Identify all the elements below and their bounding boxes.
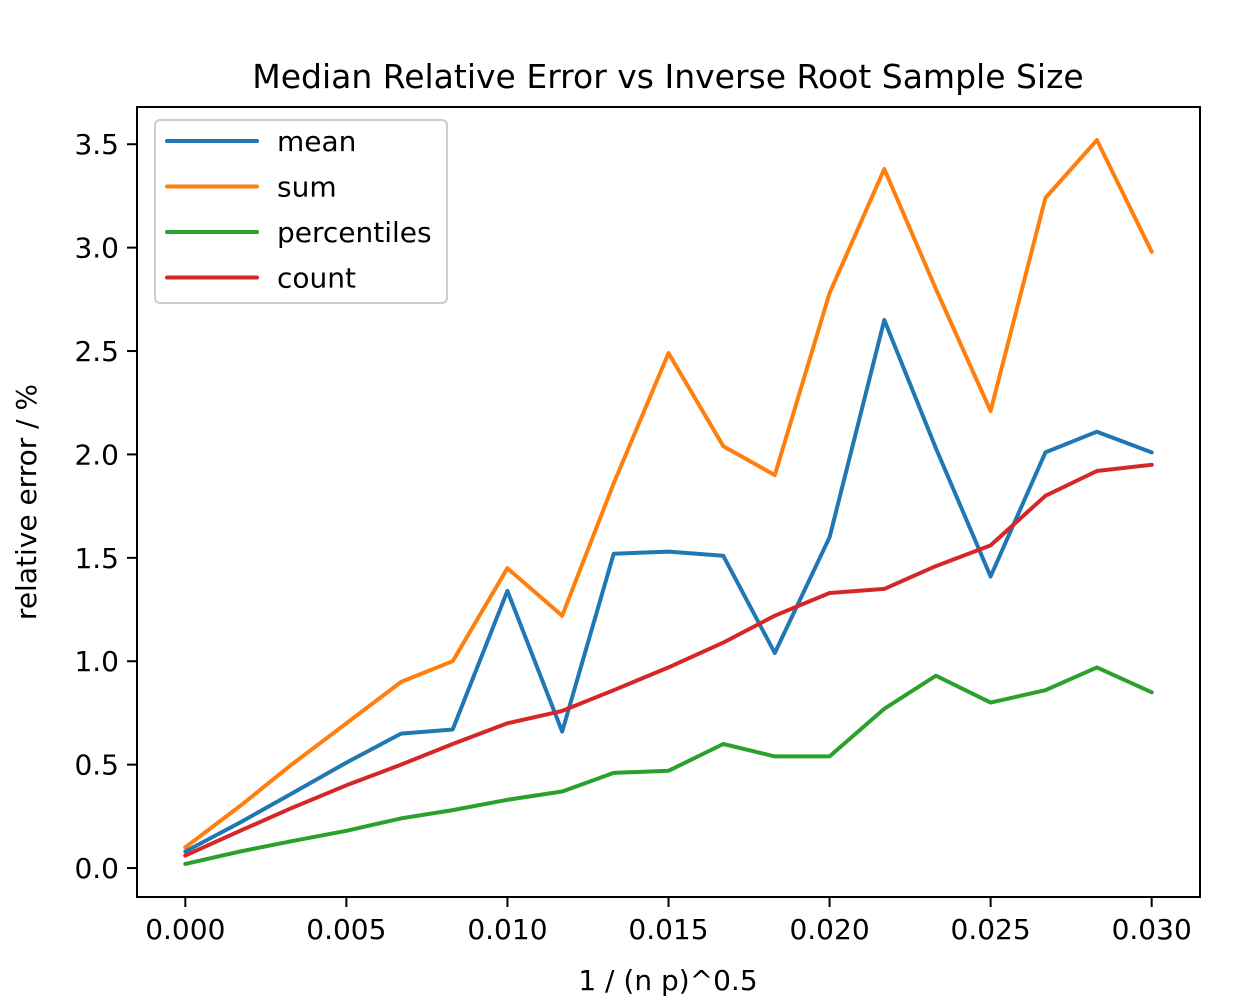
- y-axis-ticks: 0.0 0.5 1.0 1.5 2.0 2.5 3.0 3.5: [74, 128, 137, 885]
- y-tick-label: 3.0: [74, 232, 119, 265]
- y-axis-label: relative error / %: [10, 384, 43, 620]
- y-tick-label: 2.5: [74, 335, 119, 368]
- x-tick-label: 0.010: [467, 913, 547, 946]
- legend-label-mean: mean: [277, 125, 356, 158]
- x-tick-label: 0.000: [145, 913, 225, 946]
- legend: mean sum percentiles count: [154, 119, 448, 304]
- series-lines: [183, 138, 1154, 866]
- legend-label-percentiles: percentiles: [277, 216, 432, 249]
- legend-box: [154, 119, 448, 304]
- x-tick-label: 0.025: [951, 913, 1031, 946]
- chart-title: Median Relative Error vs Inverse Root Sa…: [252, 57, 1083, 96]
- x-tick-label: 0.015: [628, 913, 708, 946]
- legend-label-sum: sum: [277, 171, 337, 204]
- y-tick-label: 2.0: [74, 438, 119, 471]
- x-tick-label: 0.020: [789, 913, 869, 946]
- y-tick-label: 0.5: [74, 749, 119, 782]
- x-tick-label: 0.030: [1112, 913, 1192, 946]
- legend-label-count: count: [277, 262, 356, 295]
- series-line-mean: [183, 318, 1154, 854]
- y-tick-label: 1.5: [74, 542, 119, 575]
- y-tick-label: 3.5: [74, 128, 119, 161]
- x-tick-label: 0.005: [306, 913, 386, 946]
- y-tick-label: 1.0: [74, 645, 119, 678]
- x-axis-label: 1 / (n p)^0.5: [578, 964, 757, 997]
- y-tick-label: 0.0: [74, 852, 119, 885]
- series-line-count: [183, 462, 1154, 858]
- series-line-percentiles: [183, 665, 1154, 866]
- series-line-sum: [183, 138, 1154, 850]
- x-axis-ticks: 0.000 0.005 0.010 0.015 0.020 0.025 0.030: [145, 897, 1192, 946]
